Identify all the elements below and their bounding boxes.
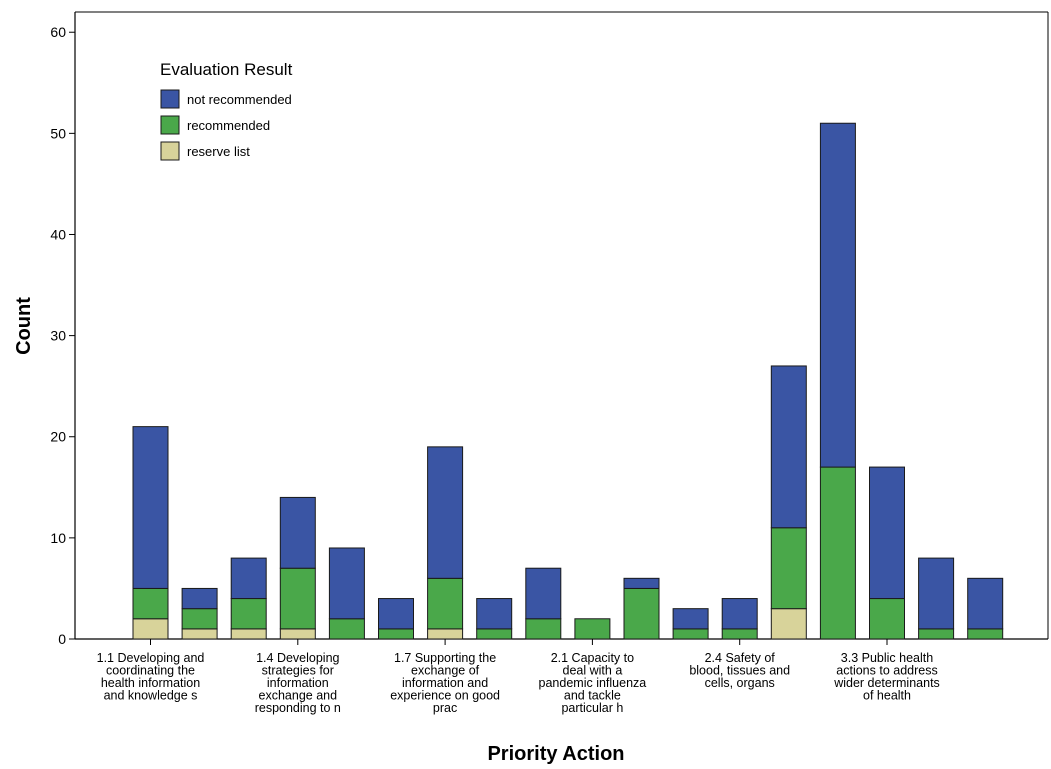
bar-segment-recommended [476, 628, 513, 640]
y-tick-label: 10 [50, 530, 66, 546]
bar-segment-recommended [770, 527, 807, 610]
bar-segment-not-recommended [427, 446, 464, 579]
x-category-label-line: coordinating the [106, 664, 195, 678]
y-tick-label: 30 [50, 328, 66, 344]
bar-segment-recommended [525, 618, 562, 640]
x-category-label-line: particular h [561, 701, 623, 715]
x-category-label-line: cells, organs [705, 676, 775, 690]
x-category-label-line: pandemic influenza [539, 676, 647, 690]
x-category-label-line: exchange and [259, 689, 338, 703]
y-tick-label: 20 [50, 429, 66, 445]
x-category-label-line: 1.1 Developing and [97, 651, 205, 665]
bar-segment-recommended [427, 577, 464, 630]
x-category-label: 2.4 Safety of blood, tissues and cells, or… [689, 651, 790, 690]
y-tick-label: 0 [58, 631, 66, 647]
x-category-label: 1.7 Supporting the exchange of information… [390, 651, 500, 715]
bar-segment-not-recommended [328, 547, 365, 620]
x-category-label-line: wider determinants [833, 676, 940, 690]
legend-title: Evaluation Result [160, 60, 293, 79]
legend-swatch [160, 141, 180, 161]
bar-segment-not-recommended [230, 557, 267, 600]
x-category-label-line: 1.4 Developing [256, 651, 339, 665]
bar-segment-reserve-list [181, 628, 218, 640]
bar-segment-not-recommended [869, 466, 905, 600]
legend-label: not recommended [187, 92, 292, 107]
bars-group [132, 122, 1004, 640]
bar-segment-not-recommended [378, 598, 414, 630]
y-tick-label: 40 [50, 226, 66, 242]
x-category-label-line: 2.1 Capacity to [551, 651, 634, 665]
legend-swatch [160, 115, 180, 135]
x-category-label-line: 3.3 Public health [841, 651, 933, 665]
bar-segment-recommended [819, 466, 856, 640]
legend-label: reserve list [187, 144, 250, 159]
bar-segment-not-recommended [819, 122, 856, 468]
x-category-label: 1.4 Developing strategies for information e… [255, 651, 341, 715]
legend-swatch [160, 89, 180, 109]
bar-segment-recommended [918, 628, 955, 640]
x-category-label: 1.1 Developing and coordinating the health… [97, 651, 205, 703]
bar-segment-reserve-list [132, 618, 169, 640]
bar-segment-reserve-list [230, 628, 267, 640]
legend-label: recommended [187, 118, 270, 133]
legend: Evaluation Result not recommended recomme… [121, 35, 393, 186]
x-category-label-line: responding to n [255, 701, 341, 715]
bar-segment-not-recommended [918, 557, 955, 630]
x-axis: 1.1 Developing and coordinating the health… [97, 639, 940, 715]
x-category-label-line: actions to address [836, 664, 937, 678]
bar-segment-not-recommended [770, 365, 807, 529]
bar-segment-not-recommended [476, 598, 513, 630]
x-category-label-line: and tackle [564, 689, 621, 703]
x-axis-title: Priority Action [487, 743, 624, 765]
y-axis: 0 10 20 30 40 50 60 [50, 24, 75, 647]
y-axis-title: Count [13, 297, 35, 355]
x-category-label-line: of health [863, 689, 911, 703]
y-tick-label: 60 [50, 24, 66, 40]
x-category-label: 3.3 Public health actions to address wider… [833, 651, 940, 703]
bar-segment-reserve-list [427, 628, 464, 640]
x-category-label-line: strategies for [262, 664, 334, 678]
bar-segment-recommended [869, 598, 905, 640]
bar-segment-recommended [328, 618, 365, 640]
bar-segment-not-recommended [279, 496, 316, 569]
x-category-label-line: deal with a [563, 664, 623, 678]
bar-segment-recommended [378, 628, 414, 640]
x-category-label-line: experience on good [390, 689, 500, 703]
bar-segment-not-recommended [672, 608, 709, 630]
x-category-label: 2.1 Capacity to deal with a pandemic influ… [539, 651, 647, 715]
x-category-label-line: health information [101, 676, 200, 690]
bar-segment-recommended [721, 628, 758, 640]
y-tick-label: 50 [50, 125, 66, 141]
legend-box [121, 35, 393, 186]
bar-segment-recommended [623, 587, 660, 640]
bar-segment-recommended [967, 628, 1004, 640]
bar-segment-not-recommended [132, 426, 169, 589]
bar-segment-reserve-list [279, 628, 316, 640]
bar-segment-not-recommended [181, 587, 218, 610]
bar-segment-recommended [132, 587, 169, 620]
x-category-label-line: prac [433, 701, 457, 715]
bar-segment-reserve-list [770, 608, 807, 640]
bar-segment-not-recommended [721, 598, 758, 630]
bar-segment-recommended [230, 598, 267, 630]
x-category-label-line: information and [402, 676, 488, 690]
x-category-label-line: 2.4 Safety of [705, 651, 776, 665]
bar-segment-recommended [181, 608, 218, 630]
bar-segment-recommended [672, 628, 709, 640]
bar-segment-not-recommended [623, 577, 660, 589]
x-category-label-line: exchange of [411, 664, 480, 678]
x-category-label-line: 1.7 Supporting the [394, 651, 496, 665]
bar-segment-not-recommended [525, 567, 562, 620]
x-category-label-line: blood, tissues and [689, 664, 790, 678]
bar-segment-recommended [574, 618, 611, 640]
x-category-label-line: and knowledge s [104, 689, 198, 703]
bar-segment-not-recommended [967, 577, 1004, 630]
bar-segment-recommended [279, 567, 316, 630]
x-category-label-line: information [267, 676, 329, 690]
